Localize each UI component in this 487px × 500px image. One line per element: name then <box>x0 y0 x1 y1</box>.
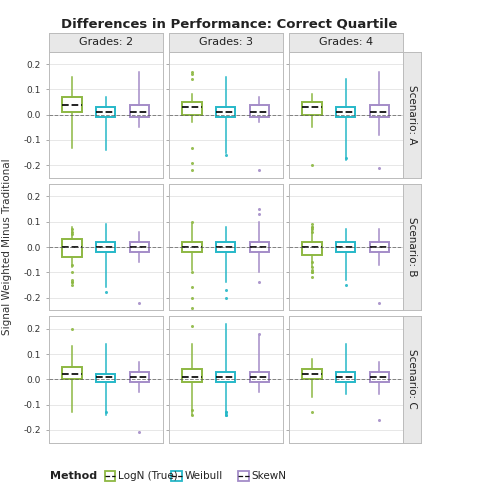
PathPatch shape <box>96 107 115 117</box>
PathPatch shape <box>216 242 235 252</box>
PathPatch shape <box>62 97 82 112</box>
PathPatch shape <box>249 104 269 117</box>
PathPatch shape <box>249 372 269 382</box>
Text: Method: Method <box>50 471 97 481</box>
PathPatch shape <box>183 369 202 382</box>
PathPatch shape <box>62 240 82 257</box>
PathPatch shape <box>130 242 149 252</box>
Text: Grades: 4: Grades: 4 <box>318 37 373 47</box>
PathPatch shape <box>370 372 389 382</box>
Text: SkewN: SkewN <box>251 471 286 481</box>
PathPatch shape <box>302 242 322 254</box>
Text: Weibull: Weibull <box>185 471 223 481</box>
PathPatch shape <box>130 104 149 117</box>
PathPatch shape <box>302 369 322 380</box>
PathPatch shape <box>336 372 356 382</box>
PathPatch shape <box>216 107 235 117</box>
PathPatch shape <box>336 242 356 252</box>
Text: Grades: 3: Grades: 3 <box>199 37 253 47</box>
Text: LogN (True): LogN (True) <box>118 471 178 481</box>
PathPatch shape <box>96 242 115 252</box>
Text: Scenario: C: Scenario: C <box>407 350 417 409</box>
Text: Differences in Performance: Correct Quartile: Differences in Performance: Correct Quar… <box>61 18 397 30</box>
Text: Signal Weighted Minus Traditional: Signal Weighted Minus Traditional <box>2 158 12 336</box>
PathPatch shape <box>370 104 389 117</box>
PathPatch shape <box>336 107 356 117</box>
PathPatch shape <box>130 372 149 382</box>
PathPatch shape <box>302 102 322 115</box>
PathPatch shape <box>96 374 115 382</box>
Text: Scenario: B: Scenario: B <box>407 217 417 277</box>
PathPatch shape <box>370 242 389 252</box>
Text: Grades: 2: Grades: 2 <box>79 37 133 47</box>
PathPatch shape <box>183 102 202 115</box>
PathPatch shape <box>249 242 269 252</box>
PathPatch shape <box>62 366 82 380</box>
Text: Scenario: A: Scenario: A <box>407 85 417 144</box>
PathPatch shape <box>216 372 235 382</box>
PathPatch shape <box>183 242 202 252</box>
